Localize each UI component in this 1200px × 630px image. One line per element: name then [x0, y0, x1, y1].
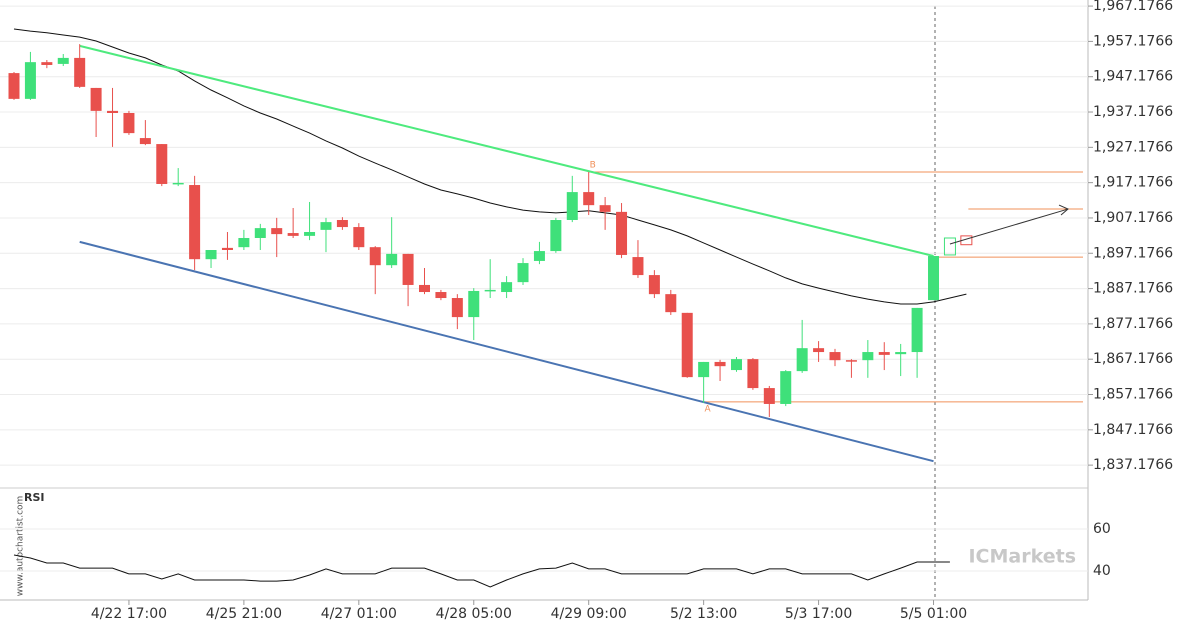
rsi-title: RSI: [24, 491, 45, 504]
candle-body: [287, 233, 299, 236]
y-tick-label: 1,877.1766: [1093, 316, 1173, 332]
candle-body: [862, 352, 874, 361]
x-tick-label: 4/28 05:00: [436, 606, 512, 622]
candle-body: [780, 371, 792, 404]
candle-body: [681, 312, 693, 378]
x-tick-label: 5/5 01:00: [900, 606, 967, 622]
candle-body: [517, 263, 529, 283]
y-tick-label: 1,967.1766: [1093, 0, 1173, 14]
candle-body: [41, 62, 53, 65]
candle-body: [484, 289, 496, 292]
candle-body: [419, 284, 430, 293]
candle-body: [139, 138, 151, 145]
candle-body: [730, 359, 742, 371]
grid: [0, 5, 1088, 572]
candle-body: [386, 253, 398, 266]
trendline: [79, 240, 934, 463]
trendline: [79, 44, 934, 257]
candle-body: [747, 359, 759, 389]
x-tick-label: 4/27 01:00: [321, 606, 397, 622]
candle-body: [24, 62, 36, 99]
rsi-tick-label: 40: [1093, 563, 1111, 579]
candle-body: [616, 211, 628, 255]
candle-body: [369, 247, 381, 266]
candle-body: [878, 352, 890, 355]
x-tick-label: 5/3 17:00: [785, 606, 852, 622]
x-tick-label: 4/25 21:00: [206, 606, 282, 622]
candle-body: [550, 219, 562, 252]
y-tick-label: 1,907.1766: [1093, 210, 1173, 226]
candle-body: [238, 237, 250, 248]
candle-body: [928, 256, 940, 301]
y-tick-label: 1,837.1766: [1093, 457, 1173, 473]
candle-body: [189, 185, 201, 260]
forecast-candle: [943, 237, 956, 256]
candle-body: [107, 110, 119, 113]
y-tick-label: 1,957.1766: [1093, 33, 1173, 49]
watermark: www.autochartist.com: [16, 496, 26, 597]
candle-body: [8, 73, 20, 99]
candle-body: [254, 228, 266, 238]
candle-body: [156, 144, 168, 184]
candle-body: [271, 228, 283, 235]
candle-body: [353, 227, 365, 248]
candle-body: [74, 57, 86, 87]
y-tick-label: 1,867.1766: [1093, 351, 1173, 367]
candle-body: [632, 257, 644, 276]
candle-body: [320, 222, 332, 230]
candle-body: [714, 361, 726, 367]
candle-body: [796, 348, 808, 372]
y-tick-label: 1,857.1766: [1093, 387, 1173, 403]
y-tick-label: 1,927.1766: [1093, 139, 1173, 155]
candle-body: [648, 275, 660, 295]
candle-body: [813, 348, 825, 353]
y-tick-label: 1,937.1766: [1093, 104, 1173, 120]
rsi-tick-label: 60: [1093, 521, 1111, 537]
brand-logo: ICMarkets: [968, 546, 1076, 568]
candle-body: [402, 253, 414, 285]
candle-body: [583, 192, 595, 206]
y-tick-label: 1,887.1766: [1093, 281, 1173, 297]
y-tick-label: 1,917.1766: [1093, 175, 1173, 191]
candle-body: [566, 192, 578, 220]
x-tick-label: 4/22 17:00: [91, 606, 167, 622]
candle-body: [468, 290, 480, 318]
candle-body: [665, 294, 677, 313]
candle-body: [123, 112, 135, 134]
candle-body: [451, 298, 463, 318]
y-tick-label: 1,897.1766: [1093, 245, 1173, 261]
candle-body: [698, 361, 710, 378]
level-label: A: [705, 404, 712, 414]
x-tick-label: 4/29 09:00: [551, 606, 627, 622]
candle-body: [57, 57, 69, 64]
candle-body: [599, 205, 611, 212]
forecast-arrow: [949, 208, 1069, 245]
candle-body: [221, 247, 233, 251]
arrow-head: [1058, 204, 1069, 216]
candle-body: [533, 251, 545, 261]
candle-body: [205, 250, 217, 260]
candle-body: [845, 360, 857, 362]
candle-body: [90, 87, 102, 111]
candle-body: [911, 307, 923, 353]
candle-body: [172, 182, 184, 185]
candle-body: [336, 219, 348, 228]
y-tick-label: 1,947.1766: [1093, 69, 1173, 85]
candle-body: [763, 388, 775, 404]
y-tick-label: 1,847.1766: [1093, 422, 1173, 438]
level-label: B: [590, 160, 596, 170]
candle-body: [304, 231, 316, 236]
candle-body: [895, 352, 907, 355]
x-tick-label: 5/2 13:00: [670, 606, 737, 622]
candle-body: [829, 352, 841, 361]
candle-body: [435, 292, 447, 299]
candle-body: [501, 282, 513, 293]
rsi-line: [13, 554, 950, 588]
